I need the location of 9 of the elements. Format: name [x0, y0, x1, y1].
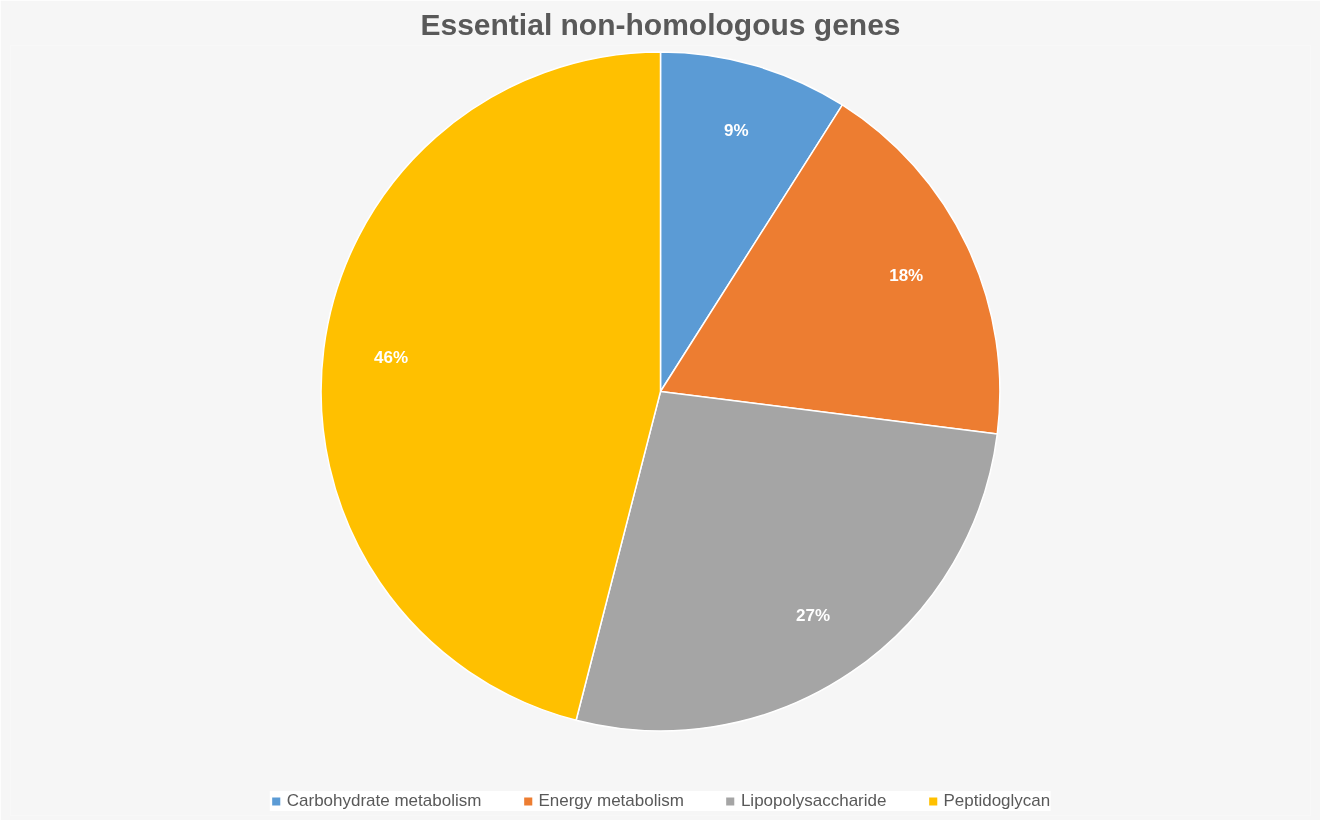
legend-label: Carbohydrate metabolism [286, 791, 482, 811]
chart-title: Essential non-homologous genes [420, 7, 901, 41]
data-label: 46% [374, 347, 409, 367]
data-label: 9% [723, 121, 749, 141]
legend-label: Peptidoglycan [943, 791, 1051, 811]
data-label: 18% [889, 266, 924, 286]
data-label: 27% [796, 606, 831, 626]
legend-label: Energy metabolism [538, 791, 684, 811]
legend-label: Lipopolysaccharide [740, 791, 887, 811]
